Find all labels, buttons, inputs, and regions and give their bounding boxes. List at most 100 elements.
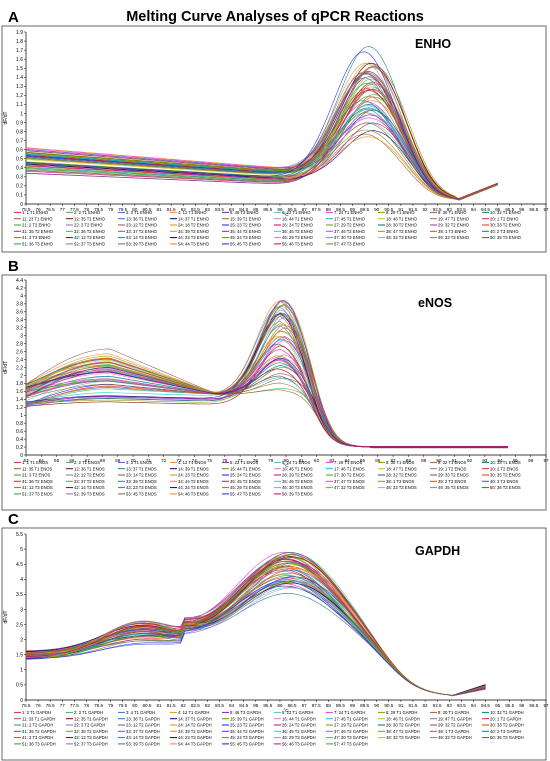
x-tick-label: 84 <box>229 703 235 708</box>
legend-item: 17: 45 T1 GAPDH <box>334 716 368 721</box>
y-tick-label: 1.8 <box>16 39 23 45</box>
y-tick-label: 0 <box>20 202 23 208</box>
series-line <box>25 312 508 448</box>
panel-letter: B <box>8 258 19 275</box>
legend-item: 35: 44 T2 ENHO <box>230 229 262 234</box>
legend-item: 38: 47 T2 ENHO <box>386 229 418 234</box>
x-tick-label: 81 <box>299 458 305 463</box>
x-tick-label: 92 <box>423 703 429 708</box>
legend-item: 2: 3 T1 GAPDH <box>74 710 103 715</box>
y-tick-label: 1.2 <box>16 405 23 411</box>
x-tick-label: 93 <box>447 703 453 708</box>
legend-item: 37: 46 T2 ENHO <box>334 229 366 234</box>
legend-item: 50: 35 T3 ENHO <box>490 235 522 240</box>
legend: 1: 1 T1 ENOS 2: 2 T1 ENOS 3: 3 T1 ENOS 4: 1… <box>14 460 521 497</box>
legend-item: 23: 12 T2 GAPDH <box>126 723 160 728</box>
x-tick-label: 76.5 <box>46 703 55 708</box>
legend-item: 46: 29 T3 GAPDH <box>282 735 316 740</box>
curves <box>25 551 486 697</box>
legend-item: 32: 36 T2 ENHO <box>74 229 106 234</box>
y-tick-label: 2 <box>20 637 23 643</box>
x-tick-label: 84 <box>345 458 351 463</box>
x-tick-label: 82 <box>181 207 187 212</box>
x-tick-label: 91.5 <box>409 207 418 212</box>
x-tick-label: 87.5 <box>312 703 321 708</box>
x-tick-label: 91 <box>398 207 404 212</box>
y-tick-label: 0.5 <box>16 683 23 689</box>
legend-item: 40: 3 T3 ENOS <box>490 479 519 484</box>
x-tick-label: 77 <box>60 703 66 708</box>
x-tick-label: 92.5 <box>433 207 442 212</box>
legend-item: 52: 37 T3 GAPDH <box>74 742 108 747</box>
legend-item: 27: 29 T2 ENHO <box>334 223 366 228</box>
legend-item: 47: 30 T3 ENHO <box>334 235 366 240</box>
legend-item: 14: 39 T1 ENOS <box>178 466 209 471</box>
legend-item: 44: 23 T3 GAPDH <box>178 735 212 740</box>
series-line <box>25 562 486 696</box>
x-tick-label: 84.5 <box>239 703 248 708</box>
legend-item: 36: 46 T2 ENOS <box>282 479 313 484</box>
x-tick-label: 74 <box>192 458 198 463</box>
legend-item: 5: 23 T1 ENOS <box>230 460 259 465</box>
legend-item: 54: 46 T3 ENOS <box>178 492 209 497</box>
legend-item: 3: 4 T1 GAPDH <box>126 710 155 715</box>
y-tick-label: 1.7 <box>16 48 23 54</box>
y-tick-label: 0.8 <box>16 129 23 135</box>
x-tick-label: 93.5 <box>457 703 466 708</box>
legend-item: 28: 32 T2 ENOS <box>386 473 417 478</box>
series-line <box>25 580 486 697</box>
legend-item: 41: 3 T3 ENHO <box>22 235 51 240</box>
x-tick-label: 77 <box>238 458 244 463</box>
x-tick-label: 82 <box>314 458 320 463</box>
x-tick-label: 88 <box>406 458 412 463</box>
legend-item: 50: 35 T3 GAPDH <box>490 735 524 740</box>
legend-item: 41: 12 T3 ENOS <box>22 485 53 490</box>
legend: 1: 2 T1 GAPDH 2: 3 T1 GAPDH 3: 4 T1 GAPDH 4… <box>14 710 524 747</box>
series-line <box>25 75 498 201</box>
x-tick-label: 83 <box>329 458 335 463</box>
legend-item: 31: 36 T2 ENOS <box>22 479 53 484</box>
x-tick-label: 81 <box>156 703 162 708</box>
x-tick-label: 97 <box>543 458 549 463</box>
legend-item: 51: 37 T3 ENOS <box>22 492 53 497</box>
legend-item: 9: 30 T1 GAPDH <box>438 710 469 715</box>
legend-item: 41: 3 T3 GAPDH <box>22 735 53 740</box>
y-tick-label: 0.8 <box>16 421 23 427</box>
legend-item: 8: 30 T1 ENOS <box>386 460 415 465</box>
legend-item: 51: 36 T3 GAPDH <box>22 742 56 747</box>
y-tick-label: 0.3 <box>16 175 23 181</box>
series-line <box>25 72 498 201</box>
legend-item: 54: 44 T3 GAPDH <box>178 742 212 747</box>
x-axis-label: °C <box>283 463 289 468</box>
legend-item: 49: 33 T3 ENHO <box>438 235 470 240</box>
legend-item: 16: 45 T1 ENOS <box>282 466 313 471</box>
x-tick-label: 96.5 <box>529 703 538 708</box>
legend-item: 44: 24 T3 ENOS <box>178 485 209 490</box>
x-tick-label: 86 <box>277 207 283 212</box>
legend-item: 1: 2 T1 GAPDH <box>22 710 51 715</box>
legend-item: 18: 46 T1 GAPDH <box>386 716 420 721</box>
legend-item: 14: 37 T1 ENHO <box>178 216 210 221</box>
y-tick-label: 1 <box>20 413 23 419</box>
x-tick-label: 76.5 <box>46 207 55 212</box>
x-tick-label: 66 <box>69 458 75 463</box>
y-tick-label: 1.5 <box>16 653 23 659</box>
legend-item: 13: 36 T1 ENHO <box>126 216 158 221</box>
x-tick-label: 93 <box>482 458 488 463</box>
x-tick-label: 88 <box>326 703 332 708</box>
panel-b: B 0 0.2 0.4 0.6 0.8 1 1.2 1.4 1.6 1.8 2 2.2 2.4 2.6 2.8… <box>1 258 549 511</box>
x-tick-label: 89 <box>421 458 427 463</box>
legend-item: 27: 30 T2 ENOS <box>334 473 365 478</box>
x-tick-label: 87 <box>302 207 308 212</box>
x-tick-label: 90 <box>436 458 442 463</box>
legend-item: 4: 12 T1 ENHO <box>178 210 207 215</box>
x-tick-label: 72 <box>161 458 167 463</box>
legend-item: 30: 33 T2 ENHO <box>490 223 522 228</box>
legend-item: 27: 29 T2 GAPDH <box>334 723 368 728</box>
x-tick-label: 78.5 <box>94 703 103 708</box>
x-tick-label: 81.5 <box>167 703 176 708</box>
x-tick-label: 76 <box>222 458 228 463</box>
gene-label: ENHO <box>415 37 451 51</box>
legend-item: 47: 30 T3 GAPDH <box>334 735 368 740</box>
legend-item: 11: 23 T1 ENHO <box>22 216 53 221</box>
